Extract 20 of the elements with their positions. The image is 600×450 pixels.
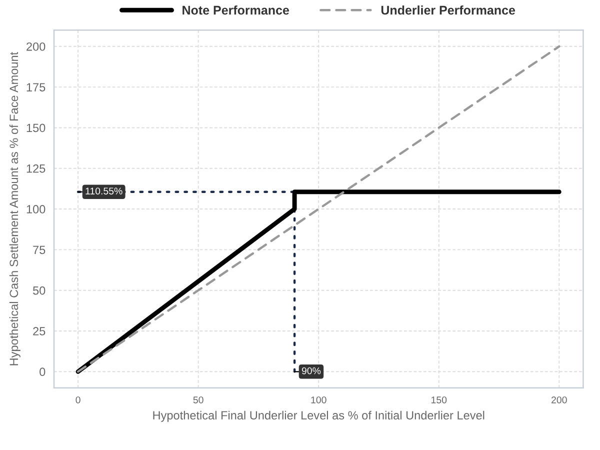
y-tick-label: 75 [33,246,46,254]
legend-label: Underlier Performance [381,5,516,15]
y-tick-label: 0 [40,368,46,376]
y-tick-label: 100 [26,205,46,214]
y-tick-label: 175 [26,83,46,92]
y-tick-label: 50 [33,286,46,295]
x-axis-title: Hypothetical Final Underlier Level as % of Initial Underlier Level [153,410,484,422]
y-tick-label: 25 [33,327,46,336]
legend-label: Note Performance [182,5,290,15]
x-tick-label: 200 [552,396,567,404]
y-tick-label: 200 [26,42,46,51]
y-axis-title: Hypothetical Cash Settlement Amount as % of Face Amount [9,52,20,366]
annotation: 110.55% [86,188,122,194]
x-tick-label: 150 [432,396,447,404]
x-tick-label: 0 [76,396,80,404]
x-tick-label: 100 [311,396,326,404]
x-tick-label: 50 [193,396,204,404]
annotation: 90% [302,367,321,374]
y-tick-label: 125 [26,164,46,173]
y-tick-label: 150 [26,124,46,132]
